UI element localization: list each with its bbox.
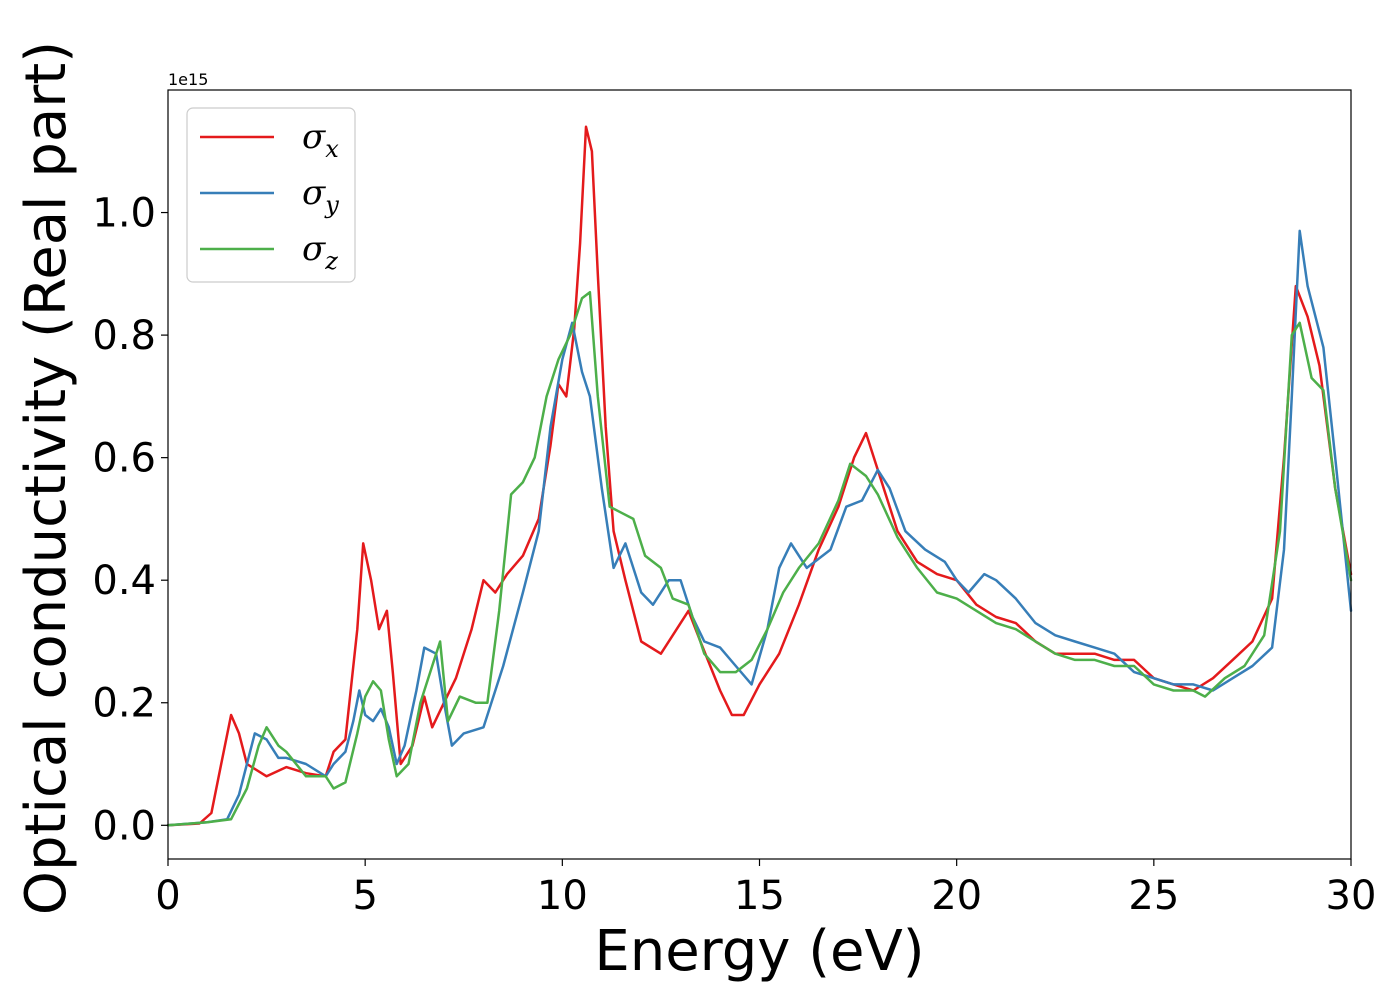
x-tick-label: 20 xyxy=(931,873,982,919)
x-tick-label: 10 xyxy=(537,873,588,919)
series-line-z xyxy=(166,290,1353,827)
x-tick-label: 5 xyxy=(352,873,377,919)
x-axis-ticks: 0 5 10 15 20 25 30 xyxy=(155,859,1376,919)
x-axis-label: Energy (eV) xyxy=(594,919,924,984)
legend-label-x: σx xyxy=(302,117,339,163)
legend-label-y: σy xyxy=(302,173,339,219)
legend-box xyxy=(186,107,356,283)
y-tick-label: 0.4 xyxy=(92,558,156,604)
legend-label-z: σz xyxy=(302,229,338,275)
y-tick-label: 0.2 xyxy=(92,681,156,727)
y-axis-offset-text: 1e15 xyxy=(168,70,208,89)
x-tick-label: 25 xyxy=(1128,873,1179,919)
series-layer xyxy=(166,125,1353,827)
y-tick-label: 0.6 xyxy=(92,436,156,482)
x-tick-label: 30 xyxy=(1326,873,1377,919)
y-axis-ticks: 0.0 0.2 0.4 0.6 0.8 1.0 xyxy=(92,191,168,849)
y-axis-label: Optical conductivity (Real part) xyxy=(14,41,79,915)
y-tick-label: 0.0 xyxy=(92,803,156,849)
series-line-x xyxy=(166,125,1353,827)
legend: σx σy σz xyxy=(186,107,356,283)
y-tick-label: 1.0 xyxy=(92,191,156,237)
x-tick-label: 0 xyxy=(155,873,180,919)
y-tick-label: 0.8 xyxy=(92,313,156,359)
x-tick-label: 15 xyxy=(734,873,785,919)
series-line-y xyxy=(166,229,1353,827)
